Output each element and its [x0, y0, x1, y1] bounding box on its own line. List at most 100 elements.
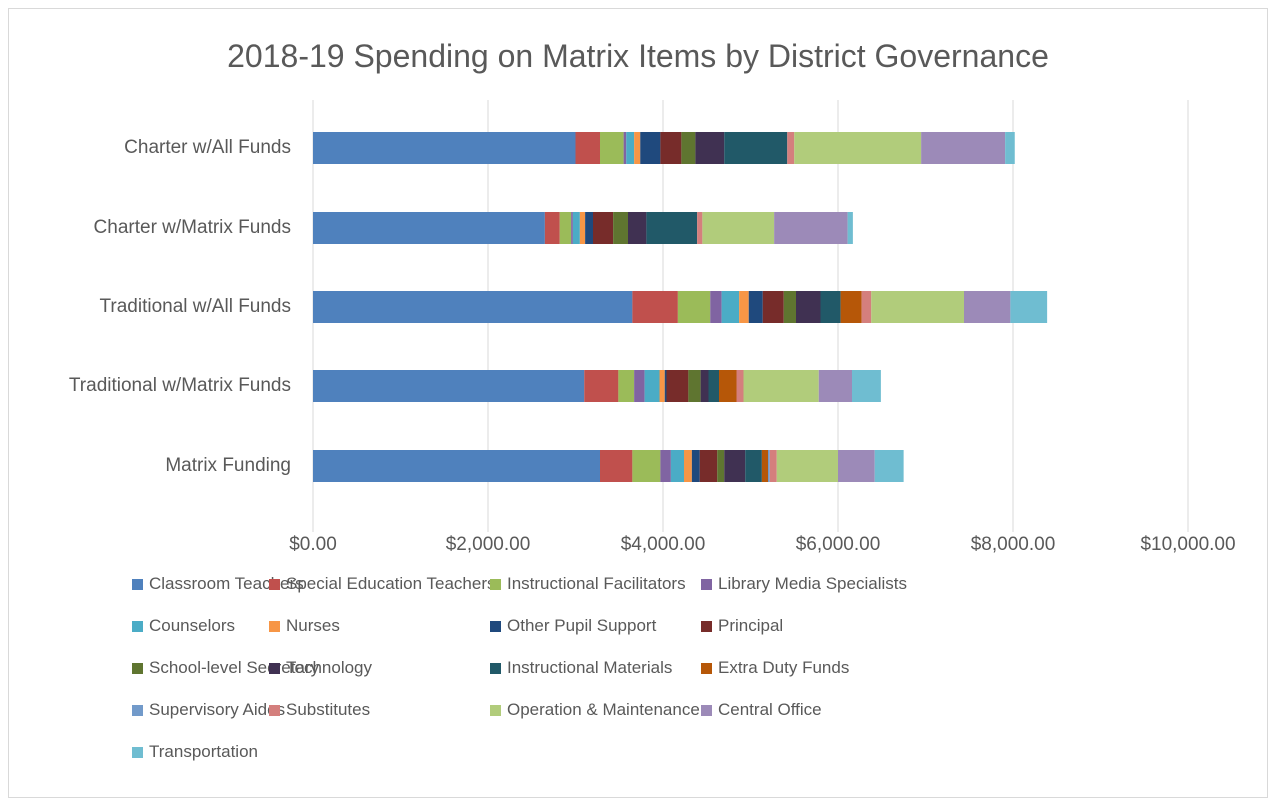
category-label: Matrix Funding: [165, 455, 291, 476]
legend-entry: Substitutes: [269, 700, 370, 720]
bar-segment: [684, 450, 692, 482]
bar-segment: [573, 212, 580, 244]
legend-swatch: [701, 621, 712, 632]
bar-segment: [688, 370, 700, 402]
legend-swatch: [269, 705, 280, 716]
bar-segment: [624, 132, 627, 164]
legend-entry: Supervisory Aides: [132, 700, 285, 720]
bar-segment: [745, 450, 762, 482]
legend-label: Technology: [286, 658, 372, 678]
legend-label: Supervisory Aides: [149, 700, 285, 720]
bar-segment: [576, 132, 601, 164]
bar-segment: [600, 450, 632, 482]
legend-swatch: [132, 747, 143, 758]
bar-segment: [700, 450, 718, 482]
legend-entry: Special Education Teachers: [269, 574, 496, 594]
bar-segment: [313, 212, 545, 244]
bar-stack: [313, 291, 1047, 323]
category-label: Traditional w/Matrix Funds: [69, 375, 291, 396]
bar-segment: [313, 291, 632, 323]
bar-segment: [1005, 132, 1015, 164]
bar-segment: [744, 370, 819, 402]
legend-swatch: [269, 663, 280, 674]
bar-segment: [628, 212, 646, 244]
legend-label: Extra Duty Funds: [718, 658, 849, 678]
legend-swatch: [701, 579, 712, 590]
bar-segment: [777, 450, 838, 482]
category-axis-labels: Charter w/All Funds Charter w/Matrix Fund…: [69, 137, 291, 476]
x-tick-label: $8,000.00: [971, 534, 1056, 555]
bar-segment: [584, 370, 618, 402]
legend-swatch: [132, 579, 143, 590]
category-label: Charter w/Matrix Funds: [94, 217, 291, 238]
legend-swatch: [701, 663, 712, 674]
x-tick-label: $4,000.00: [621, 534, 706, 555]
bar-stack: [313, 132, 1015, 164]
bar-segment: [671, 450, 684, 482]
legend-label: Transportation: [149, 742, 258, 762]
legend-label: Substitutes: [286, 700, 370, 720]
bar-segment: [717, 450, 724, 482]
bar-segment: [545, 212, 560, 244]
bar-segment: [313, 132, 576, 164]
bar-segment: [821, 291, 841, 323]
legend-label: Instructional Materials: [507, 658, 672, 678]
bar-segment: [852, 370, 881, 402]
bar-stacks: [313, 132, 1047, 482]
bar-segment: [613, 212, 628, 244]
legend-entry: Other Pupil Support: [490, 616, 656, 636]
bar-segment: [600, 132, 624, 164]
legend-swatch: [701, 705, 712, 716]
bar-segment: [560, 212, 571, 244]
bar-segment: [645, 370, 660, 402]
category-label: Traditional w/All Funds: [100, 296, 291, 317]
x-tick-label: $0.00: [289, 534, 337, 555]
legend-entry: Extra Duty Funds: [701, 658, 849, 678]
legend-entry: Counselors: [132, 616, 235, 636]
legend-label: Principal: [718, 616, 783, 636]
bar-segment: [848, 212, 853, 244]
bar-segment: [646, 212, 697, 244]
bar-segment: [774, 212, 848, 244]
bar-segment: [593, 212, 613, 244]
bar-segment: [875, 450, 904, 482]
bar-segment: [1010, 291, 1047, 323]
legend-swatch: [269, 579, 280, 590]
bar-segment: [722, 291, 740, 323]
bar-segment: [921, 132, 1005, 164]
bar-stack: [313, 212, 853, 244]
legend-swatch: [490, 663, 501, 674]
bar-segment: [784, 291, 796, 323]
bar-segment: [695, 132, 724, 164]
legend-entry: Central Office: [701, 700, 822, 720]
bar-segment: [701, 370, 709, 402]
bar-segment: [796, 291, 821, 323]
bar-segment: [709, 370, 720, 402]
bar-segment: [763, 291, 784, 323]
legend-swatch: [269, 621, 280, 632]
bar-segment: [841, 291, 862, 323]
bar-segment: [739, 291, 749, 323]
bar-segment: [678, 291, 710, 323]
bar-segment: [634, 132, 640, 164]
legend-swatch: [490, 621, 501, 632]
bar-segment: [794, 132, 921, 164]
legend-label: Other Pupil Support: [507, 616, 656, 636]
legend-label: Library Media Specialists: [718, 574, 907, 594]
x-tick-label: $2,000.00: [446, 534, 531, 555]
bar-segment: [770, 450, 777, 482]
bar-segment: [692, 450, 700, 482]
bar-segment: [710, 291, 721, 323]
bar-segment: [681, 132, 695, 164]
legend-entry: Nurses: [269, 616, 340, 636]
bar-segment: [697, 212, 702, 244]
bar-segment: [618, 370, 634, 402]
bar-segment: [313, 370, 584, 402]
bar-segment: [667, 370, 689, 402]
legend-swatch: [490, 579, 501, 590]
bar-segment: [640, 132, 660, 164]
legend-label: Counselors: [149, 616, 235, 636]
legend-entry: Technology: [269, 658, 372, 678]
legend-entry: Instructional Materials: [490, 658, 672, 678]
bar-segment: [762, 450, 768, 482]
